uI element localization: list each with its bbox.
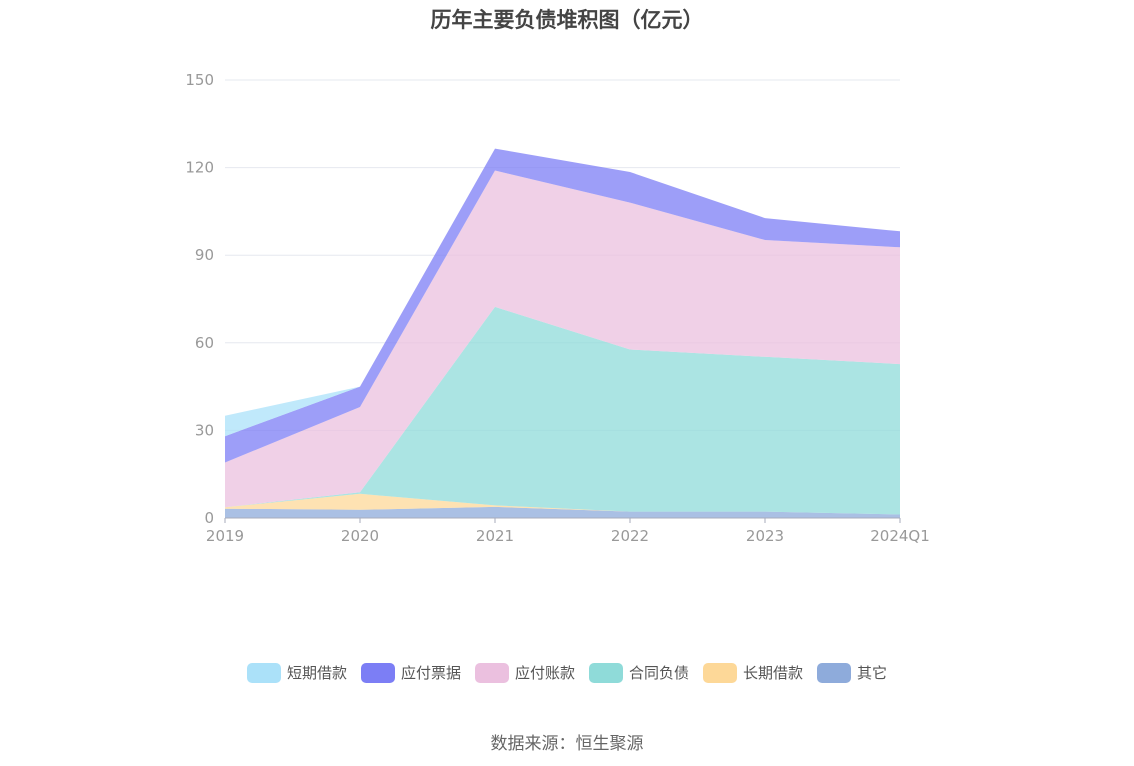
area-series-长期借款 xyxy=(225,493,900,515)
legend-swatch xyxy=(246,662,281,683)
legend-swatch xyxy=(360,662,395,683)
legend-label: 应付账款 xyxy=(514,664,575,682)
area-series-其它 xyxy=(225,506,900,518)
legend-item-应付账款[interactable]: 应付账款 xyxy=(474,662,575,683)
y-tick-label: 150 xyxy=(185,71,214,89)
area-series xyxy=(225,148,900,518)
legend-label: 短期借款 xyxy=(286,664,347,682)
legend-label: 合同负债 xyxy=(629,664,690,682)
legend-swatch xyxy=(474,662,509,683)
axes: 0 30 60 90 120 150 2019 2020 2021 2022 2023 2024Q1 xyxy=(185,71,929,545)
chart-title: 历年主要负债堆积图（亿元） xyxy=(430,8,704,32)
area-series-合同负债 xyxy=(225,306,900,515)
legend: 短期借款 应付票据 应付账款 合同负债 长期借款 其它 xyxy=(0,662,1134,683)
legend-label: 其它 xyxy=(857,664,888,682)
x-tick-label: 2024Q1 xyxy=(870,527,930,545)
y-tick-label: 120 xyxy=(185,159,214,177)
legend-label: 长期借款 xyxy=(743,664,804,682)
source-note: 数据来源：恒生聚源 xyxy=(490,734,644,754)
x-tick-label: 2021 xyxy=(476,527,514,545)
x-tick-label: 2019 xyxy=(206,527,244,545)
area-series-应付账款 xyxy=(225,170,900,508)
legend-item-合同负债[interactable]: 合同负债 xyxy=(589,662,689,683)
legend-item-长期借款[interactable]: 长期借款 xyxy=(703,662,803,683)
area-series-短期借款 xyxy=(225,148,900,437)
legend-item-短期借款[interactable]: 短期借款 xyxy=(246,662,347,683)
legend-swatch xyxy=(589,662,623,683)
x-tick-label: 2022 xyxy=(611,527,649,545)
y-tick-label: 60 xyxy=(195,334,214,352)
legend-swatch xyxy=(703,662,738,683)
legend-swatch xyxy=(817,662,852,683)
legend-item-其它[interactable]: 其它 xyxy=(817,662,887,683)
y-tick-label: 0 xyxy=(204,509,214,527)
legend-label: 应付票据 xyxy=(400,664,461,682)
area-series-应付票据 xyxy=(225,148,900,463)
x-tick-label: 2020 xyxy=(341,527,379,545)
y-tick-label: 30 xyxy=(195,421,214,439)
x-tick-label: 2023 xyxy=(746,527,784,545)
y-tick-label: 90 xyxy=(195,246,214,264)
legend-item-应付票据[interactable]: 应付票据 xyxy=(360,662,461,683)
